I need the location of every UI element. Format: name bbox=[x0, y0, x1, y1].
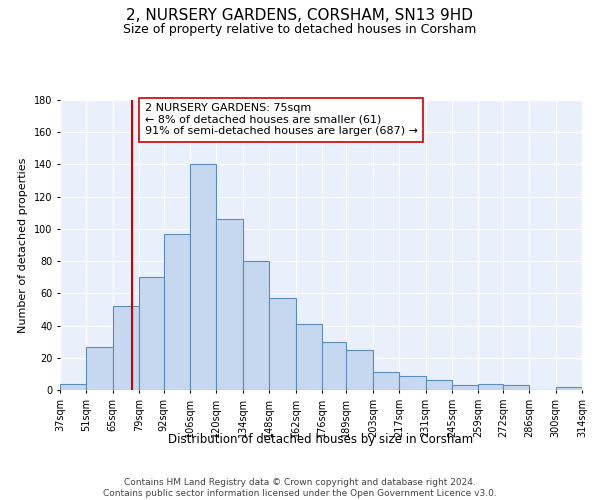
Bar bbox=[217, 219, 243, 390]
Bar bbox=[243, 261, 269, 390]
Text: Size of property relative to detached houses in Corsham: Size of property relative to detached ho… bbox=[124, 22, 476, 36]
Bar bbox=[556, 387, 582, 390]
Text: 2, NURSERY GARDENS, CORSHAM, SN13 9HD: 2, NURSERY GARDENS, CORSHAM, SN13 9HD bbox=[127, 8, 473, 22]
Bar bbox=[60, 384, 86, 390]
Bar bbox=[478, 384, 503, 390]
Bar bbox=[373, 372, 399, 390]
Bar bbox=[113, 306, 139, 390]
Bar bbox=[190, 164, 217, 390]
Text: Contains HM Land Registry data © Crown copyright and database right 2024.
Contai: Contains HM Land Registry data © Crown c… bbox=[103, 478, 497, 498]
Text: 2 NURSERY GARDENS: 75sqm
← 8% of detached houses are smaller (61)
91% of semi-de: 2 NURSERY GARDENS: 75sqm ← 8% of detache… bbox=[145, 103, 418, 136]
Y-axis label: Number of detached properties: Number of detached properties bbox=[19, 158, 28, 332]
Bar bbox=[139, 277, 164, 390]
Bar bbox=[296, 324, 322, 390]
Bar bbox=[399, 376, 425, 390]
Bar bbox=[322, 342, 346, 390]
Bar bbox=[164, 234, 190, 390]
Bar bbox=[346, 350, 373, 390]
Bar bbox=[452, 385, 478, 390]
Text: Distribution of detached houses by size in Corsham: Distribution of detached houses by size … bbox=[169, 432, 473, 446]
Bar bbox=[269, 298, 296, 390]
Bar bbox=[503, 385, 529, 390]
Bar bbox=[425, 380, 452, 390]
Bar bbox=[86, 346, 113, 390]
